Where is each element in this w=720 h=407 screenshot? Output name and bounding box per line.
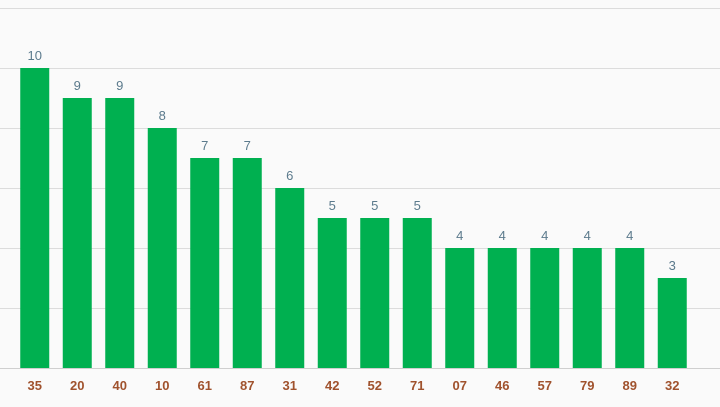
bar-61: [190, 158, 220, 368]
value-label-57: 4: [541, 228, 548, 243]
category-label-46: 46: [495, 378, 509, 393]
category-label-20: 20: [70, 378, 84, 393]
bar-20: [62, 98, 92, 368]
category-label-71: 71: [410, 378, 424, 393]
bar-52: [360, 218, 390, 368]
bar-71: [402, 218, 432, 368]
bar-87: [232, 158, 262, 368]
bar-31: [275, 188, 305, 368]
value-label-35: 10: [28, 48, 42, 63]
value-label-40: 9: [116, 78, 123, 93]
value-label-42: 5: [329, 198, 336, 213]
value-labels: 10 9 9 8 7 7 6 5 5 5 4 4 4 4 4 3: [28, 48, 676, 273]
category-label-89: 89: [623, 378, 637, 393]
value-label-89: 4: [626, 228, 633, 243]
category-label-35: 35: [28, 378, 42, 393]
bar-07: [445, 248, 475, 368]
value-label-61: 7: [201, 138, 208, 153]
value-label-71: 5: [414, 198, 421, 213]
bar-42: [317, 218, 347, 368]
bar-46: [487, 248, 517, 368]
bar-89: [615, 248, 645, 368]
bar-10: [147, 128, 177, 368]
bar-32: [657, 278, 687, 368]
bars: [20, 68, 687, 368]
category-label-57: 57: [538, 378, 552, 393]
value-label-79: 4: [584, 228, 591, 243]
bar-35: [20, 68, 50, 368]
category-label-32: 32: [665, 378, 679, 393]
bar-79: [572, 248, 602, 368]
value-label-20: 9: [74, 78, 81, 93]
category-label-42: 42: [325, 378, 339, 393]
value-label-07: 4: [456, 228, 463, 243]
value-label-52: 5: [371, 198, 378, 213]
value-label-46: 4: [499, 228, 506, 243]
value-label-31: 6: [286, 168, 293, 183]
category-label-79: 79: [580, 378, 594, 393]
category-label-61: 61: [198, 378, 212, 393]
value-label-10: 8: [159, 108, 166, 123]
category-label-07: 07: [453, 378, 467, 393]
bar-40: [105, 98, 135, 368]
category-label-40: 40: [113, 378, 127, 393]
value-label-32: 3: [669, 258, 676, 273]
category-label-10: 10: [155, 378, 169, 393]
category-label-31: 31: [283, 378, 297, 393]
category-label-52: 52: [368, 378, 382, 393]
category-label-87: 87: [240, 378, 254, 393]
bar-57: [530, 248, 560, 368]
value-label-87: 7: [244, 138, 251, 153]
category-labels: 35 20 40 10 61 87 31 42 52 71 07 46 57 79 89 32: [28, 378, 680, 393]
